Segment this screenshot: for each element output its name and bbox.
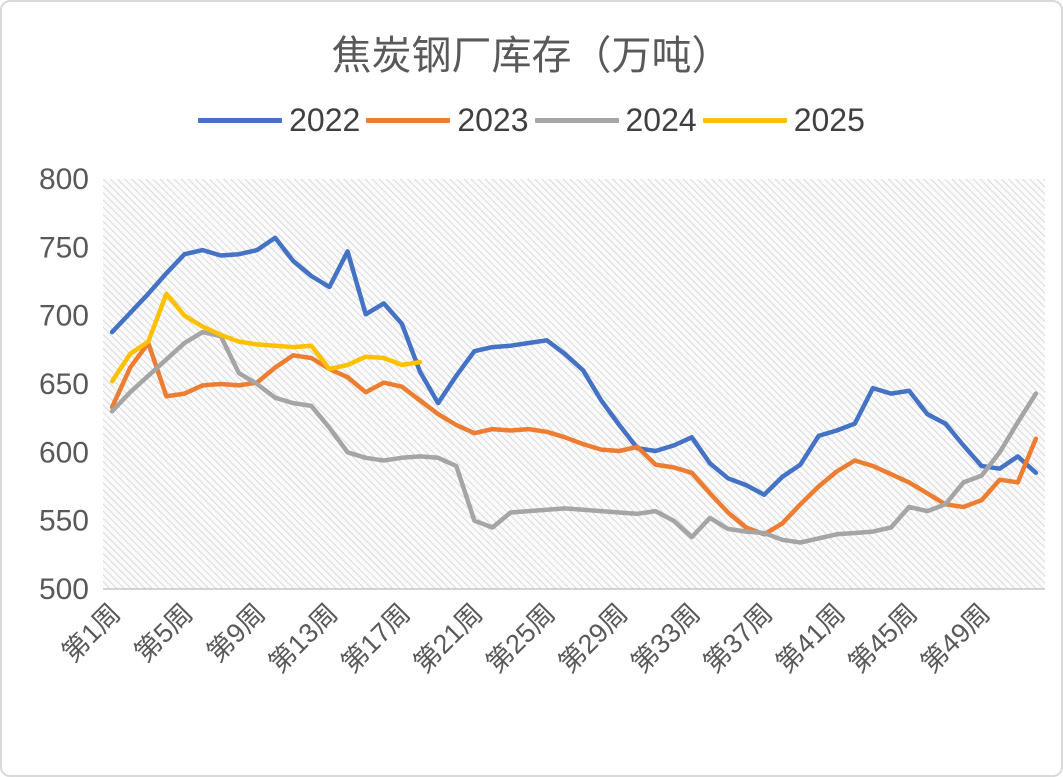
x-axis-tick-label: 第21周 (408, 598, 489, 679)
legend-item-2024: 2024 (534, 102, 697, 139)
series-line-2025 (109, 291, 423, 384)
legend-label-2022: 2022 (289, 102, 361, 138)
series-line-2024 (109, 329, 1039, 545)
legend-swatch-2024 (534, 117, 619, 123)
legend-item-2023: 2023 (366, 102, 529, 139)
x-axis-tick-label: 第37周 (698, 598, 779, 679)
x-axis-tick-label: 第17周 (335, 598, 416, 679)
series-line-2022 (109, 235, 1039, 497)
y-axis-tick-label: 600 (39, 436, 89, 469)
legend-label-2024: 2024 (625, 102, 697, 138)
series-lines (109, 235, 1039, 545)
y-axis-labels: 800 750 700 650 600 550 500 (39, 163, 89, 606)
x-axis-tick-label: 第49周 (915, 598, 996, 679)
x-axis-tick-label: 第45周 (843, 598, 924, 679)
y-axis-tick-label: 650 (39, 368, 89, 401)
x-axis-tick-label: 第25周 (480, 598, 561, 679)
y-axis-tick-label: 750 (39, 231, 89, 264)
y-axis-tick-label: 500 (39, 573, 89, 606)
x-axis-tick-label: 第41周 (770, 598, 851, 679)
y-axis-tick-label: 700 (39, 299, 89, 332)
chart-title: 焦炭钢厂库存（万吨） (331, 34, 732, 78)
legend-label-2025: 2025 (793, 102, 865, 138)
legend-item-2025: 2025 (702, 102, 865, 139)
legend-swatch-2022 (198, 117, 283, 123)
legend-item-2022: 2022 (198, 102, 360, 139)
x-axis-tick-label: 第33周 (625, 598, 706, 679)
legend-label-2023: 2023 (457, 102, 529, 138)
x-axis-tick-label: 第1周 (56, 598, 126, 668)
legend-swatch-2025 (702, 117, 787, 123)
series-line-2023 (109, 340, 1039, 537)
x-axis-tick-label: 第13周 (263, 598, 344, 679)
x-axis-tick-label: 第5周 (129, 598, 199, 668)
x-axis-tick-label: 第29周 (553, 598, 634, 679)
legend: 2022 2023 2024 2025 (2, 102, 1061, 139)
x-axis-tick-label: 第9周 (201, 598, 271, 668)
legend-swatch-2023 (366, 117, 451, 123)
y-axis-tick-label: 800 (39, 163, 89, 196)
x-axis-labels: 第1周 第5周 第9周第13周第17周第21周第25周第29周第33周第37周第41… (56, 598, 996, 679)
y-axis-tick-label: 550 (39, 504, 89, 537)
